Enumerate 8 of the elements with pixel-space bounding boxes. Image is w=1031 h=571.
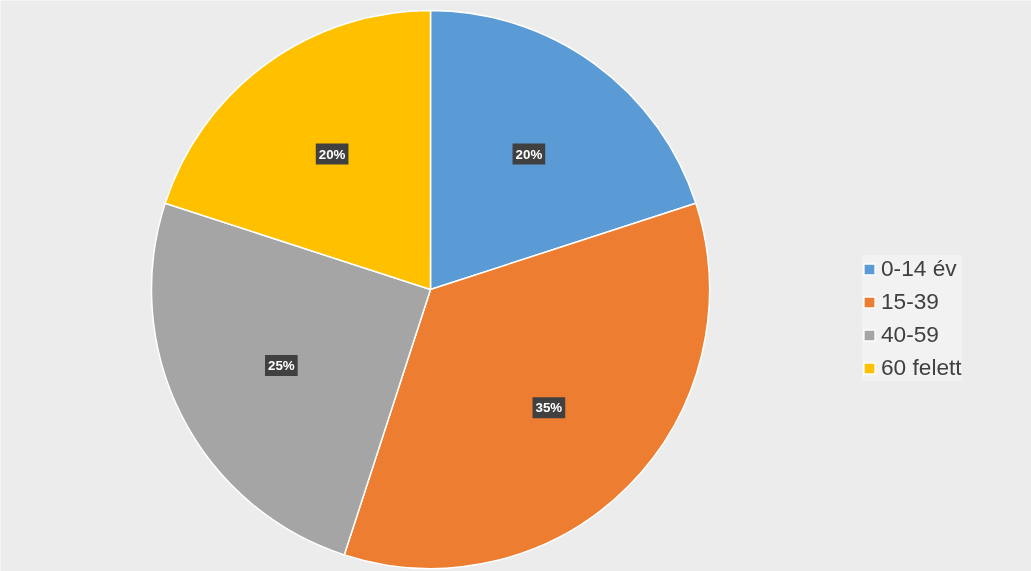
legend-label: 0-14 év	[881, 255, 957, 282]
data-label: 20%	[318, 146, 346, 162]
data-label: 25%	[268, 358, 295, 373]
data-label: 20%	[515, 146, 543, 162]
legend-label: 15-39	[881, 288, 939, 315]
legend-label: 60 felett	[881, 354, 962, 381]
data-label: 35%	[535, 400, 563, 416]
legend-label: 40-59	[881, 321, 939, 348]
